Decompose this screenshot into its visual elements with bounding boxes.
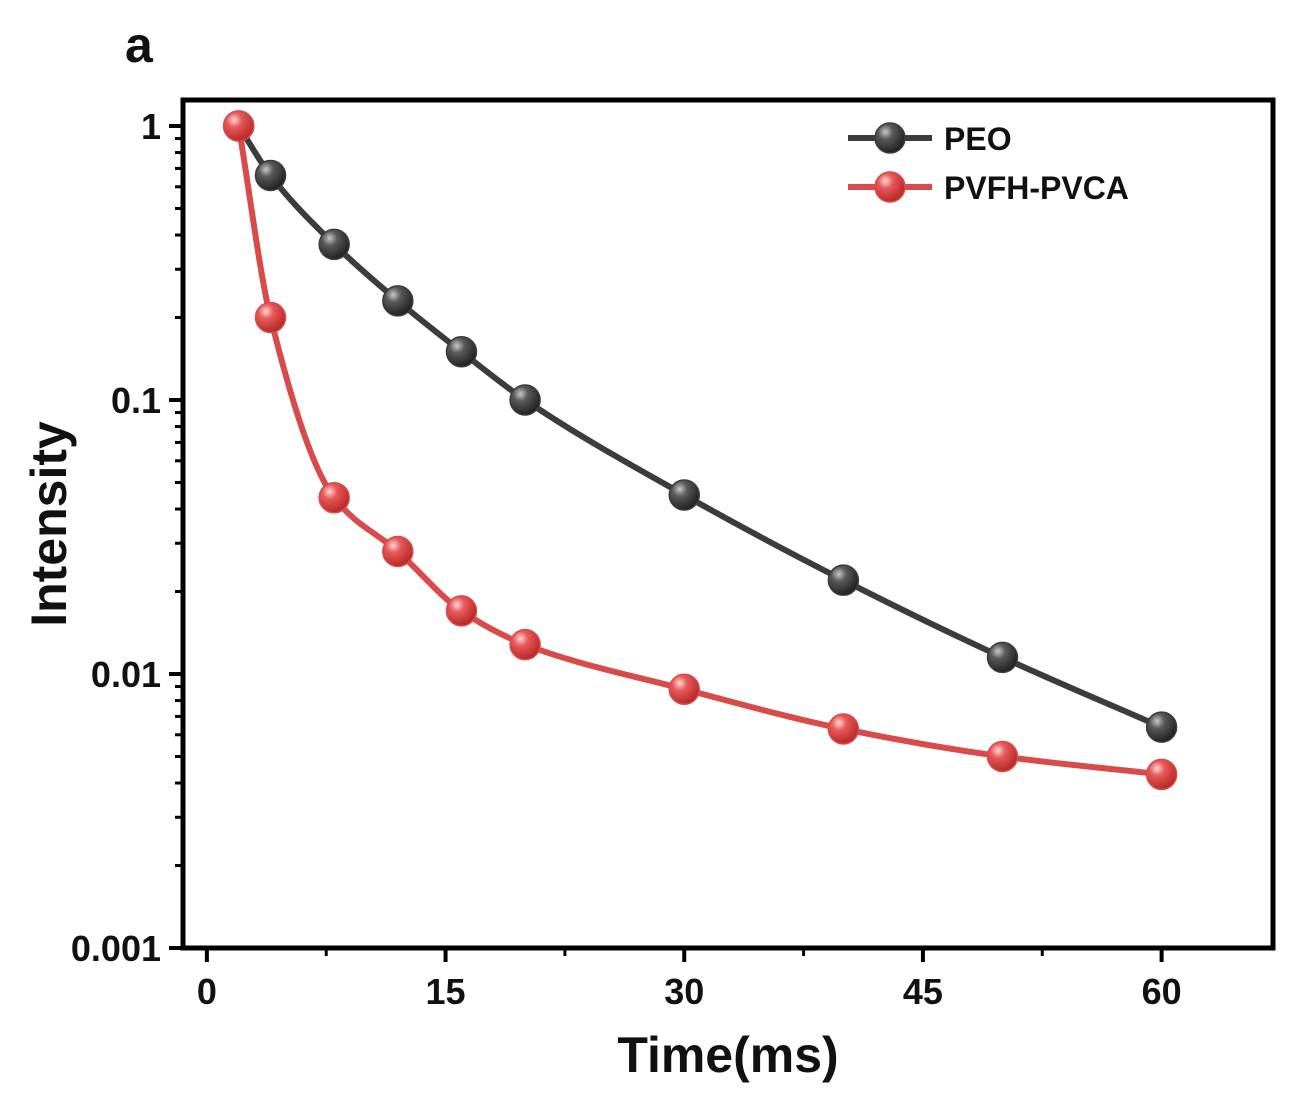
y-tick-label: 0.1	[111, 380, 161, 421]
x-tick-label: 15	[426, 971, 466, 1012]
data-point	[827, 713, 860, 745]
series-lines	[235, 124, 1163, 778]
legend: PEO PVFH-PVCA	[848, 121, 1129, 206]
data-point	[1145, 758, 1178, 791]
y-tick-labels: 1 0.1 0.01 0.001	[71, 106, 161, 969]
data-point	[668, 673, 700, 705]
legend-marker	[874, 171, 906, 203]
x-axis-title: Time(ms)	[617, 1027, 838, 1083]
data-point	[254, 159, 287, 192]
data-point	[445, 595, 478, 627]
y-tick-label: 0.001	[71, 928, 161, 969]
data-point	[1145, 711, 1178, 743]
axis-ticks	[169, 124, 1164, 962]
data-point	[445, 336, 478, 368]
x-tick-label: 60	[1142, 971, 1182, 1012]
plot-frame	[180, 97, 1276, 951]
data-point	[509, 384, 541, 416]
y-tick-label: 1	[141, 106, 161, 147]
data-point	[318, 481, 350, 514]
panel-label: a	[125, 17, 154, 73]
data-point	[827, 564, 860, 596]
data-point	[382, 285, 414, 317]
x-tick-label: 45	[903, 971, 943, 1012]
data-point	[222, 110, 255, 142]
y-axis-title: Intensity	[21, 421, 77, 627]
y-tick-label: 0.01	[91, 654, 161, 695]
data-point	[668, 479, 700, 511]
x-tick-labels: 0 15 30 45 60	[197, 971, 1182, 1012]
x-tick-label: 30	[664, 971, 704, 1012]
legend-marker	[874, 122, 906, 154]
data-point	[509, 628, 541, 661]
series-line-1	[235, 125, 1162, 778]
legend-label: PVFH-PVCA	[944, 170, 1129, 206]
series-line-0	[236, 124, 1163, 730]
legend-label: PEO	[944, 121, 1012, 157]
data-point	[382, 535, 414, 568]
data-point	[986, 641, 1019, 674]
data-point	[986, 740, 1019, 773]
data-point	[318, 228, 350, 261]
series-markers	[222, 110, 1178, 791]
data-point	[254, 301, 287, 334]
x-tick-label: 0	[197, 971, 217, 1012]
